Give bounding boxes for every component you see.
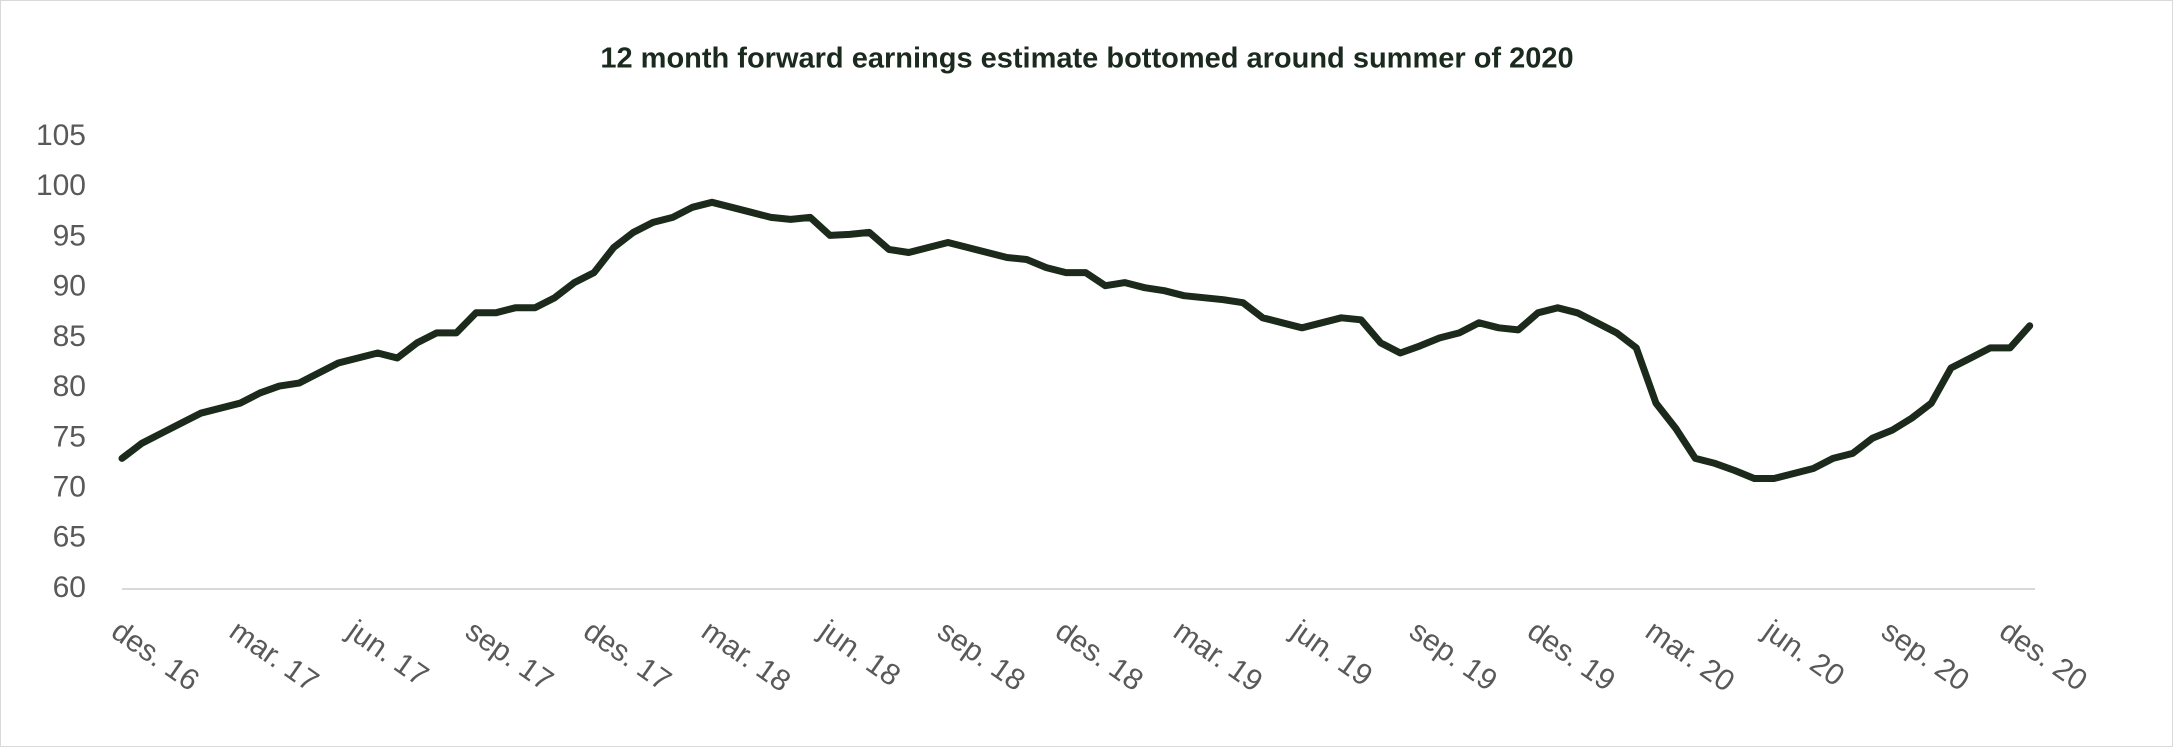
chart-title: 12 month forward earnings estimate botto… (600, 43, 1573, 75)
y-tick-label: 95 (53, 219, 86, 252)
y-tick-label: 75 (53, 420, 86, 453)
y-tick-label: 105 (36, 119, 86, 152)
y-tick-label: 85 (53, 320, 86, 353)
y-tick-label: 70 (53, 470, 86, 503)
y-tick-label: 80 (53, 370, 86, 403)
line-series (118, 198, 2034, 482)
y-tick-label: 60 (53, 571, 86, 604)
y-tick-label: 65 (53, 521, 86, 554)
y-tick-label: 100 (36, 169, 86, 202)
y-tick-label: 90 (53, 270, 86, 303)
